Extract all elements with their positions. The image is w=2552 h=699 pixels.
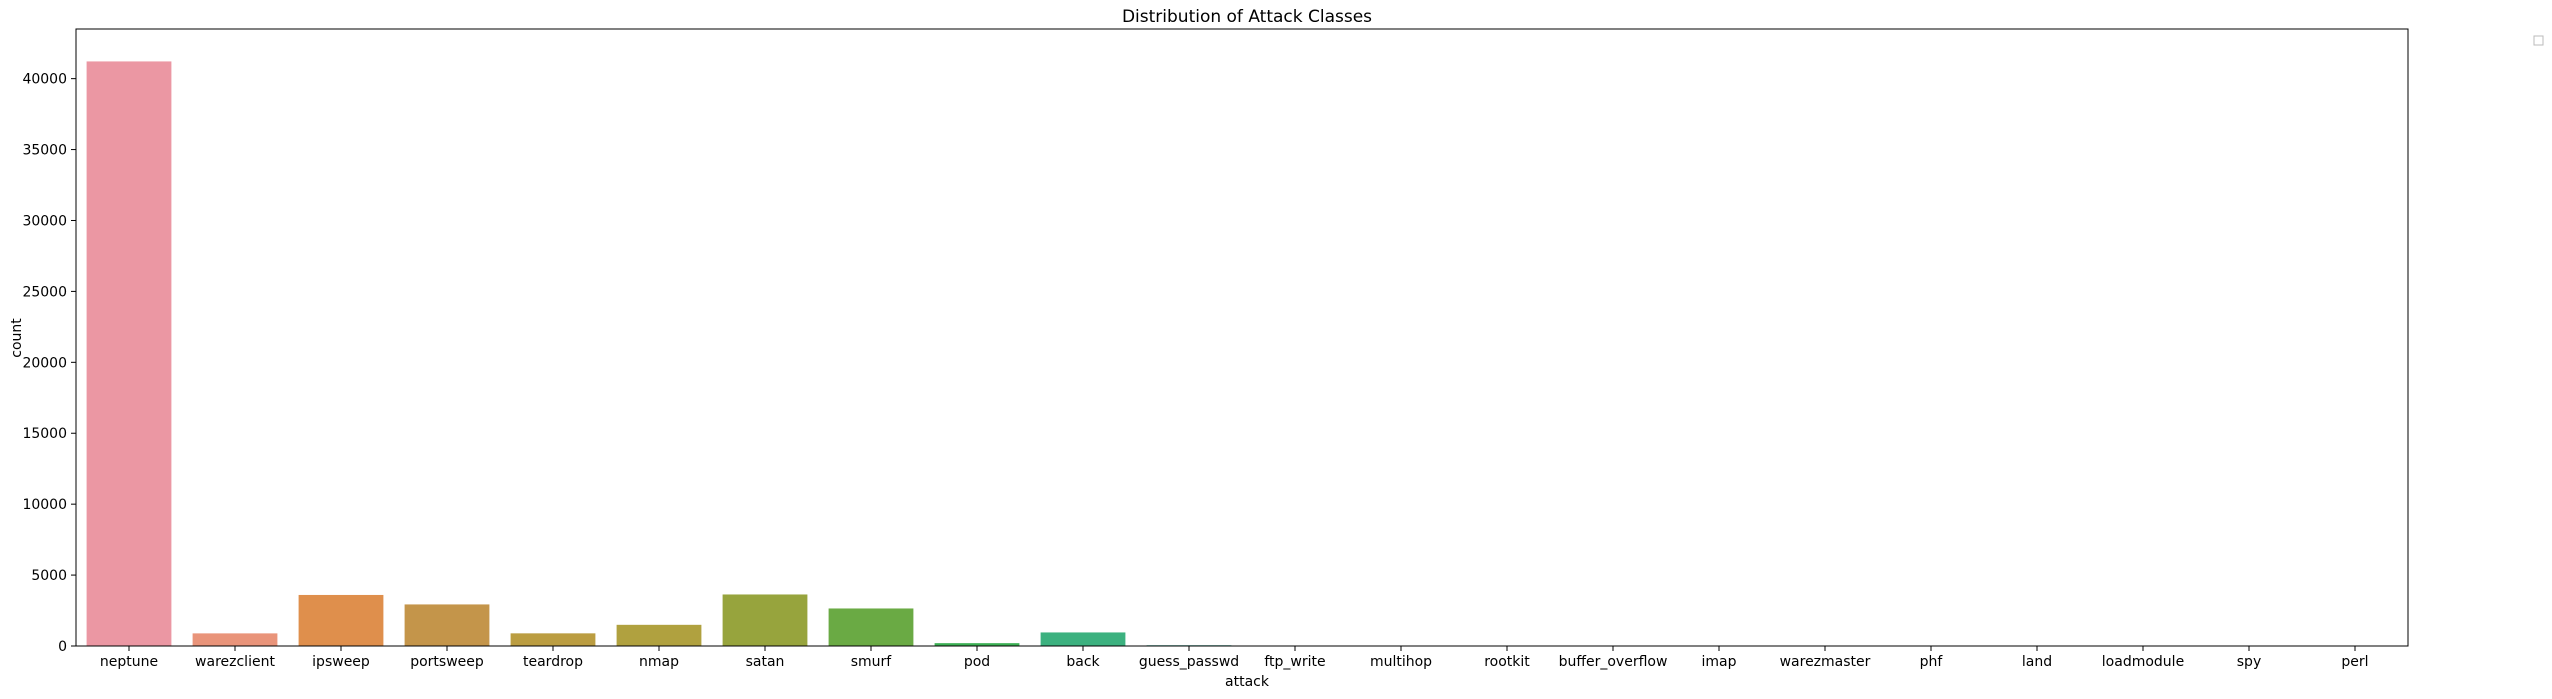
x-tick-label: satan xyxy=(746,654,785,670)
bar-nmap xyxy=(616,624,702,646)
x-tick-label: phf xyxy=(1920,654,1944,670)
y-tick-label: 15000 xyxy=(22,426,67,442)
y-tick-label: 35000 xyxy=(22,143,67,159)
bar-pod xyxy=(934,643,1020,646)
bar-teardrop xyxy=(510,633,596,646)
y-axis: 0 5000 10000 15000 20000 25000 30000 35000 40000 xyxy=(22,72,76,655)
x-tick-label: ftp_write xyxy=(1264,654,1325,670)
x-tick-label: spy xyxy=(2237,654,2261,670)
y-tick-label: 5000 xyxy=(31,568,67,584)
plot-frame xyxy=(75,28,2409,647)
x-tick-label: ipsweep xyxy=(312,654,370,670)
bar-neptune xyxy=(86,61,172,646)
x-tick-label: multihop xyxy=(1370,654,1432,670)
x-tick-label: warezclient xyxy=(195,654,275,670)
x-tick-label: back xyxy=(1066,654,1100,670)
x-tick-label: loadmodule xyxy=(2102,654,2184,670)
y-tick-label: 30000 xyxy=(22,213,67,229)
y-tick-label: 10000 xyxy=(22,497,67,513)
x-tick-label: nmap xyxy=(639,654,679,670)
chart-title: Distribution of Attack Classes xyxy=(1122,7,1372,27)
bar-smurf xyxy=(828,608,914,646)
x-tick-label: smurf xyxy=(851,654,893,670)
x-tick-label: buffer_overflow xyxy=(1559,654,1668,670)
x-tick-label: land xyxy=(2022,654,2052,670)
bars xyxy=(86,61,2398,647)
y-axis-label: count xyxy=(9,318,25,358)
x-tick-label: imap xyxy=(1702,654,1737,670)
y-tick-label: 25000 xyxy=(22,284,67,300)
x-tick-label: pod xyxy=(964,654,990,670)
x-axis: neptune warezclient ipsweep portsweep teardr… xyxy=(100,646,2369,670)
x-tick-label: rootkit xyxy=(1484,654,1530,670)
legend-box xyxy=(2533,35,2544,46)
bar-portsweep xyxy=(404,604,490,646)
y-tick-label: 0 xyxy=(58,639,67,655)
x-tick-label: teardrop xyxy=(523,654,583,670)
bar-ipsweep xyxy=(298,594,384,646)
y-tick-label: 40000 xyxy=(22,72,67,88)
x-tick-label: warezmaster xyxy=(1780,654,1871,670)
x-axis-label: attack xyxy=(1225,674,1270,690)
x-tick-label: portsweep xyxy=(410,654,484,670)
x-tick-label: guess_passwd xyxy=(1139,654,1239,670)
x-tick-label: neptune xyxy=(100,654,158,670)
bar-back xyxy=(1040,632,1126,646)
y-tick-label: 20000 xyxy=(22,355,67,371)
bar-satan xyxy=(722,594,808,646)
bar-warezclient xyxy=(192,633,278,646)
x-tick-label: perl xyxy=(2341,654,2368,670)
